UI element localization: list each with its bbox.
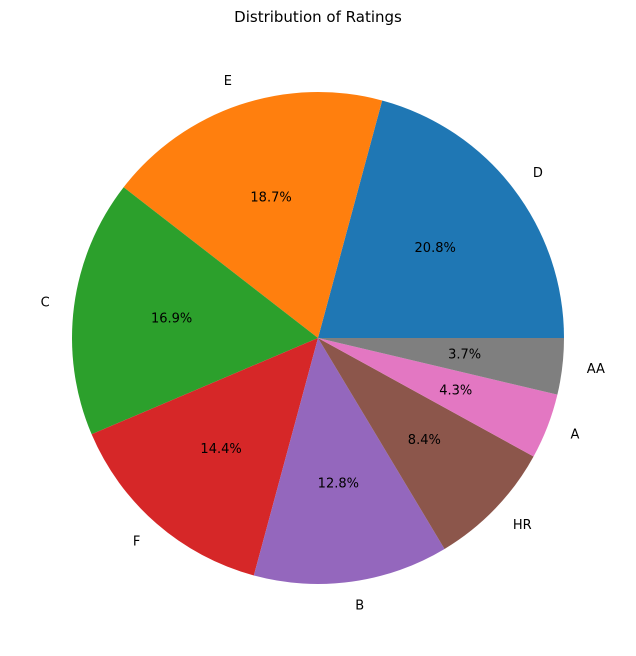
slice-label-a: A — [571, 428, 580, 443]
slice-percent-hr: 8.4% — [408, 433, 441, 448]
slice-label-f: F — [133, 535, 140, 550]
slice-percent-b: 12.8% — [318, 477, 359, 492]
slice-percent-a: 4.3% — [439, 384, 472, 399]
pie-slice-hr — [318, 338, 534, 549]
chart-title: Distribution of Ratings — [234, 8, 402, 26]
pie-slice-f — [91, 338, 319, 576]
slice-label-e: E — [224, 74, 232, 89]
pie-slice-e — [123, 91, 383, 338]
pie-slice-b — [253, 338, 445, 584]
slice-percent-e: 18.7% — [250, 191, 291, 206]
slice-percent-f: 14.4% — [200, 442, 241, 457]
pie-slice-c — [71, 187, 318, 435]
slice-label-hr: HR — [513, 518, 532, 533]
slice-label-d: D — [533, 166, 543, 181]
slice-percent-c: 16.9% — [151, 312, 192, 327]
labels-group: D 20.8% E 18.7% C 16.9% F 14.4% B 12.8% HR 8.4% A 4.3… — [41, 74, 605, 614]
slices-group — [71, 91, 564, 584]
slice-label-b: B — [355, 599, 364, 614]
pie-slice-aa — [318, 338, 564, 395]
pie-slice-a — [318, 338, 558, 457]
pie-slice-d — [318, 100, 564, 338]
slice-label-aa: AA — [587, 362, 605, 377]
slice-percent-aa: 3.7% — [448, 348, 481, 363]
slice-percent-d: 20.8% — [415, 241, 456, 256]
slice-label-c: C — [41, 296, 50, 311]
